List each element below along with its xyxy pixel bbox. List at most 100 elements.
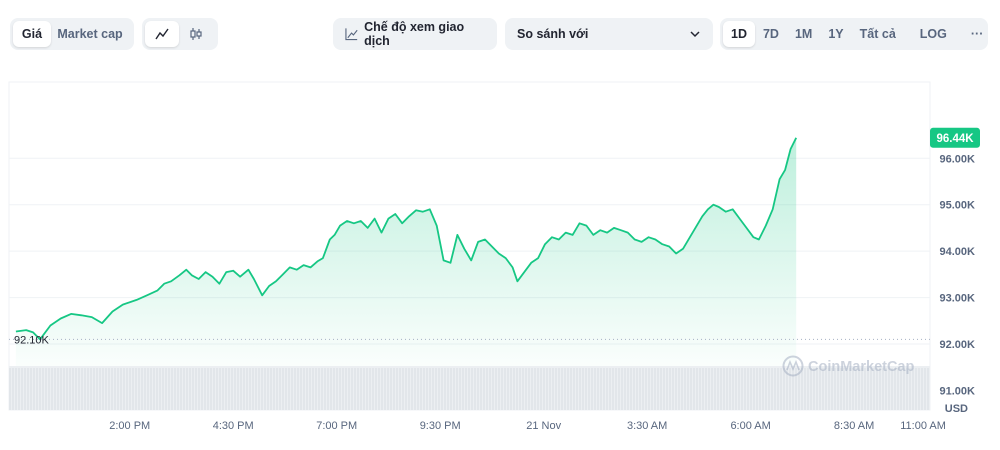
volume-bar [888,368,890,410]
volume-bar [816,368,818,410]
volume-bar [360,368,362,410]
tab-market-cap[interactable]: Market cap [57,27,123,41]
x-tick-label: 9:30 PM [420,420,461,432]
volume-bar [387,368,389,410]
volume-bar [57,368,59,410]
volume-bar [267,368,269,410]
volume-bar [162,368,164,410]
volume-bar [78,368,80,410]
volume-bar [522,368,524,410]
volume-bar [459,368,461,410]
line-chart-button[interactable] [145,21,179,47]
volume-bar [855,368,857,410]
volume-bar [456,368,458,410]
volume-bar [726,368,728,410]
volume-bar [447,368,449,410]
volume-bar [501,368,503,410]
range-7d[interactable]: 7D [762,27,779,41]
volume-bar [72,368,74,410]
volume-bar [792,368,794,410]
volume-bar [231,368,233,410]
volume-bar [378,368,380,410]
volume-bar [684,368,686,410]
trading-view-button[interactable]: Chế độ xem giao dịch [333,18,497,50]
range-1d[interactable]: 1D [723,21,755,47]
volume-bar [39,368,41,410]
volume-bar [264,368,266,410]
volume-bar [141,368,143,410]
volume-bar [777,368,779,410]
volume-bar [486,368,488,410]
volume-bar [303,368,305,410]
volume-bar [210,368,212,410]
volume-bar [372,368,374,410]
volume-bar [207,368,209,410]
volume-bar [54,368,56,410]
volume-bar [180,368,182,410]
volume-bar [621,368,623,410]
volume-bar [441,368,443,410]
volume-bar [105,368,107,410]
volume-bar [759,368,761,410]
y-tick-label: 92.00K [940,339,976,351]
tab-price[interactable]: Giá [13,21,51,47]
volume-bar [273,368,275,410]
volume-bar [258,368,260,410]
volume-bar [450,368,452,410]
volume-bar [171,368,173,410]
volume-bar [561,368,563,410]
x-tick-label: 2:00 PM [109,420,150,432]
volume-bar [390,368,392,410]
x-tick-label: 4:30 PM [213,420,254,432]
range-1y[interactable]: 1Y [828,27,844,41]
log-scale-button[interactable]: LOG [919,27,947,41]
volume-bar [714,368,716,410]
volume-bar [591,368,593,410]
volume-bar [48,368,50,410]
volume-bar [330,368,332,410]
volume-bar [309,368,311,410]
volume-bar [912,368,914,410]
volume-bar [87,368,89,410]
range-all[interactable]: Tất cả [859,27,896,41]
volume-bar [288,368,290,410]
volume-bar [99,368,101,410]
volume-bar [327,368,329,410]
range-selector: 1D 7D 1M 1Y Tất cả LOG ··· [720,18,988,50]
range-1m[interactable]: 1M [794,27,813,41]
volume-bar [795,368,797,410]
volume-bar [465,368,467,410]
volume-bar [366,368,368,410]
volume-bar [84,368,86,410]
volume-bar [144,368,146,410]
volume-bar [831,368,833,410]
volume-bar [345,368,347,410]
volume-bar [228,368,230,410]
volume-bar [339,368,341,410]
candlestick-button[interactable] [179,21,213,47]
volume-bar [408,368,410,410]
volume-bar [558,368,560,410]
volume-bar [819,368,821,410]
volume-bar [642,368,644,410]
volume-bar [147,368,149,410]
volume-bar [354,368,356,410]
volume-bar [801,368,803,410]
volume-bar [276,368,278,410]
volume-bar [198,368,200,410]
volume-bar [45,368,47,410]
volume-bar [213,368,215,410]
volume-bar [411,368,413,410]
volume-bar [669,368,671,410]
watermark-text: CoinMarketCap [808,359,914,375]
more-options-button[interactable]: ··· [970,27,984,41]
volume-bar [375,368,377,410]
volume-bar [489,368,491,410]
compare-select[interactable]: So sánh với [505,18,713,50]
volume-bar [306,368,308,410]
volume-bar [729,368,731,410]
y-tick-label: 94.00K [940,246,976,258]
volume-bar [150,368,152,410]
volume-bar [423,368,425,410]
volume-bar [132,368,134,410]
